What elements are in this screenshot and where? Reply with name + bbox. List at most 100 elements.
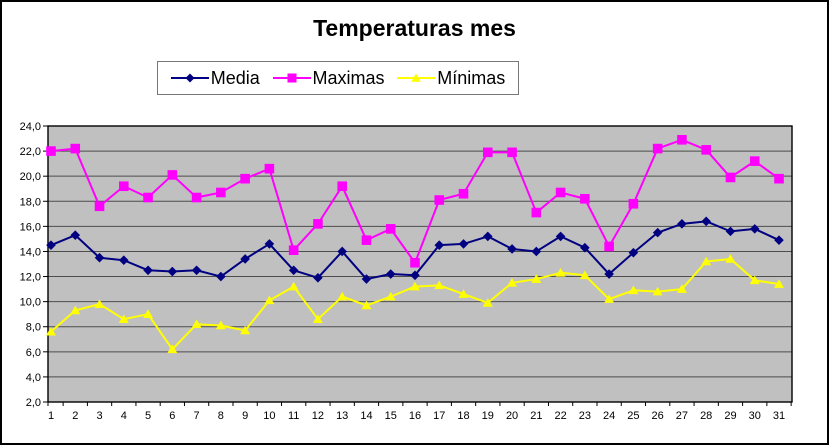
legend-label-media: Media (210, 67, 260, 88)
data-point-media (94, 252, 105, 263)
data-point-maximas (725, 172, 736, 183)
data-point-media (507, 244, 517, 254)
y-axis-label: 10,0 (20, 297, 41, 309)
x-axis-label: 27 (676, 410, 688, 422)
data-point-maximas (580, 193, 590, 204)
data-point-minimas (312, 314, 323, 323)
x-axis-label: 6 (169, 410, 175, 422)
data-point-media (604, 269, 614, 279)
legend-item-minimas: Mínimas (397, 68, 505, 89)
data-point-media (264, 239, 275, 249)
data-point-minimas (361, 300, 372, 310)
data-point-maximas (531, 207, 542, 218)
data-point-media (410, 270, 420, 281)
x-axis-label: 16 (409, 410, 421, 422)
data-point-media (701, 216, 711, 227)
data-point-media (167, 266, 178, 277)
legend-item-maximas: Maximas (272, 67, 385, 89)
data-point-maximas (458, 188, 469, 199)
data-point-minimas (434, 280, 445, 290)
data-point-media (725, 226, 736, 237)
data-point-minimas (701, 256, 712, 266)
y-axis-label: 14,0 (20, 246, 41, 258)
legend-marker-minimas (397, 73, 436, 82)
data-point-maximas (191, 192, 202, 203)
x-axis-label: 29 (724, 410, 736, 422)
data-point-media (70, 230, 81, 240)
y-axis-label: 8,0 (26, 322, 41, 334)
data-point-media (337, 246, 347, 257)
data-point-minimas (264, 295, 275, 305)
legend: Media Maximas Mínimas (157, 61, 519, 95)
x-axis-label: 3 (96, 410, 102, 422)
x-axis-label: 28 (700, 410, 712, 422)
data-point-maximas (701, 145, 711, 155)
x-axis-label: 25 (627, 410, 639, 422)
data-point-maximas (628, 198, 639, 209)
data-point-maximas (337, 181, 347, 192)
data-point-maximas (604, 241, 614, 252)
data-point-minimas (46, 326, 56, 336)
data-point-maximas (313, 219, 323, 229)
data-point-media (240, 254, 250, 264)
data-point-minimas (215, 320, 226, 330)
x-axis-label: 8 (218, 410, 224, 422)
data-point-maximas (652, 143, 663, 154)
y-axis-label: 22,0 (20, 146, 41, 158)
y-axis-label: 6,0 (26, 347, 41, 359)
data-point-minimas (555, 267, 566, 277)
x-axis-label: 22 (554, 410, 566, 422)
data-point-maximas (143, 192, 153, 203)
data-point-minimas (191, 319, 202, 329)
legend-label-minimas: Mínimas (437, 67, 506, 88)
data-point-minimas (118, 314, 129, 323)
data-point-maximas (385, 224, 396, 234)
data-point-media (749, 224, 760, 234)
y-axis-label: 12,0 (20, 272, 41, 284)
x-axis-label: 14 (360, 410, 372, 422)
x-axis-label: 15 (385, 410, 397, 422)
data-point-minimas (676, 284, 687, 293)
data-point-media (46, 240, 56, 250)
legend-label-maximas: Maximas (312, 67, 385, 88)
chart-title: Temperaturas mes (313, 15, 516, 41)
x-axis-label: 10 (263, 410, 275, 422)
data-point-minimas (143, 309, 154, 318)
data-point-media (143, 265, 153, 276)
data-point-minimas (240, 325, 251, 335)
data-point-media (313, 273, 323, 283)
x-axis-label: 17 (433, 410, 445, 422)
data-point-minimas (604, 294, 615, 303)
y-axis-label: 20,0 (20, 171, 41, 183)
x-axis-label: 21 (530, 410, 542, 422)
y-axis-label: 24,0 (20, 121, 41, 133)
data-point-minimas (337, 291, 348, 301)
plot-border (47, 125, 793, 403)
x-axis-label: 24 (603, 410, 615, 422)
data-point-minimas (749, 275, 760, 285)
data-point-maximas (361, 235, 372, 245)
x-axis-label: 18 (457, 410, 469, 422)
data-point-maximas (434, 195, 445, 205)
data-point-media (677, 219, 687, 229)
data-point-media (555, 231, 566, 242)
y-axis-label: 18,0 (20, 196, 41, 208)
y-axis-label: 16,0 (20, 221, 41, 233)
data-point-minimas (94, 299, 105, 308)
x-axis-label: 2 (72, 410, 78, 422)
data-point-maximas (483, 147, 493, 158)
x-axis-label: 1 (48, 410, 54, 422)
data-point-media (288, 265, 299, 276)
data-point-media (361, 274, 372, 284)
data-point-maximas (555, 187, 566, 198)
data-point-media (119, 255, 129, 266)
legend-item-media: Media (170, 67, 260, 89)
x-axis-label: 13 (336, 410, 348, 422)
x-axis-label: 20 (506, 410, 518, 422)
data-point-maximas (410, 257, 420, 268)
x-axis-label: 30 (749, 410, 761, 422)
data-point-minimas (482, 298, 493, 307)
data-point-maximas (94, 201, 105, 212)
y-axis-label: 2,0 (26, 397, 41, 409)
data-point-maximas (264, 163, 275, 174)
